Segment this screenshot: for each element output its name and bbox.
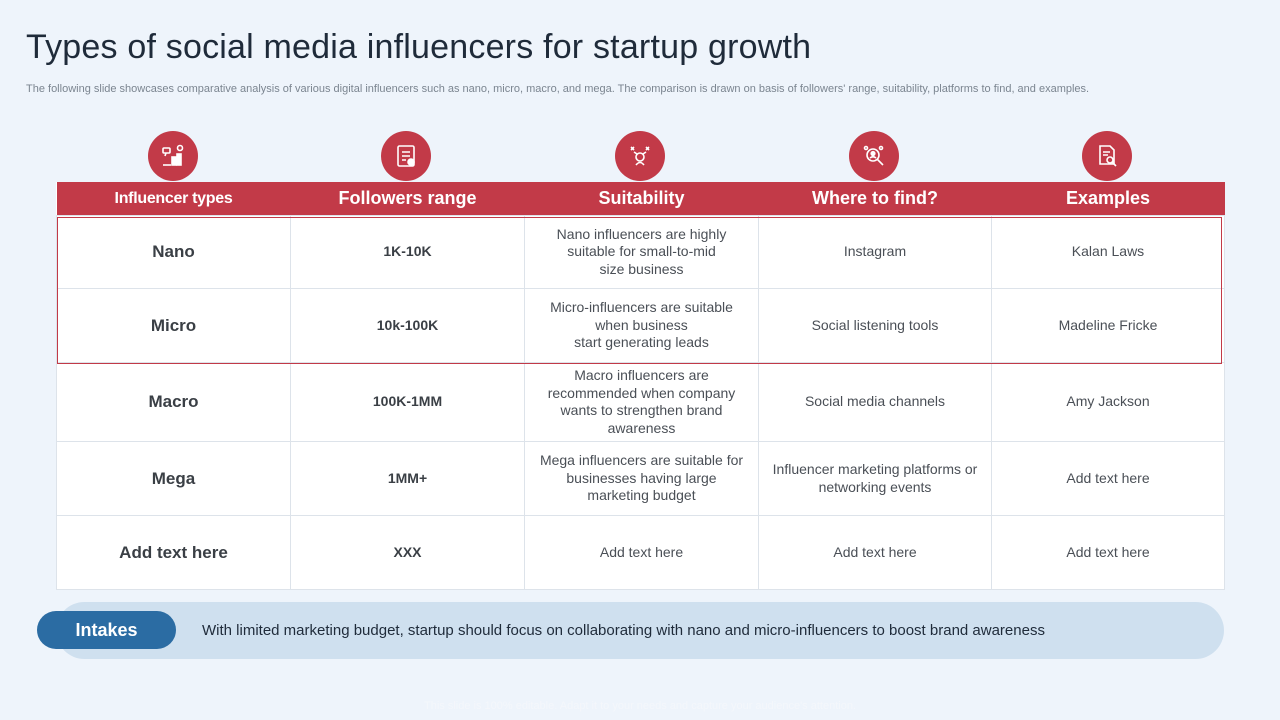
followers-icon xyxy=(381,131,432,181)
intakes-label: Intakes xyxy=(37,611,176,649)
influencer-icon xyxy=(147,131,198,181)
page-subtitle: The following slide showcases comparativ… xyxy=(26,83,1090,95)
column-header: Suitability xyxy=(524,182,759,216)
influencer-type-cell: Mega xyxy=(56,441,291,516)
cell-line: businesses having large xyxy=(566,469,717,486)
suitability-icon xyxy=(614,131,665,181)
suitability-cell: Mega influencers are suitable for busine… xyxy=(524,441,759,516)
table-row: Nano 1K-10K Nano influencers are highly … xyxy=(56,215,1225,289)
table-header-row: Influencer types Followers range Suitabi… xyxy=(56,182,1225,216)
cell-line: suitable for small-to-mid xyxy=(567,243,716,260)
icon-cell xyxy=(290,131,524,181)
cell-line: networking events xyxy=(818,478,932,495)
suitability-cell: Micro-influencers are suitable when busi… xyxy=(524,288,759,363)
cell-line: when business xyxy=(595,316,688,333)
column-header: Examples xyxy=(991,182,1225,216)
followers-range-cell: 100K-1MM xyxy=(290,362,525,442)
table-row: Mega 1MM+ Mega influencers are suitable … xyxy=(56,441,1225,516)
table-row: Micro 10k-100K Micro-influencers are sui… xyxy=(56,288,1225,363)
example-cell: Add text here xyxy=(991,515,1225,590)
icon-cell xyxy=(757,131,991,181)
where-to-find-cell: Social listening tools xyxy=(758,288,992,363)
influencer-comparison-table: Influencer types Followers range Suitabi… xyxy=(56,182,1225,590)
cell-line: wants to strengthen brand xyxy=(560,402,723,418)
search-people-icon xyxy=(848,131,899,181)
column-header: Where to find? xyxy=(758,182,992,216)
cell-line: Social listening tools xyxy=(811,316,939,333)
cell-line: Mega influencers are suitable for xyxy=(539,452,744,469)
intakes-band xyxy=(56,602,1224,659)
influencer-type-cell: Micro xyxy=(56,288,291,363)
intakes-text: With limited marketing budget, startup s… xyxy=(202,622,1045,639)
suitability-cell: Add text here xyxy=(524,515,759,590)
cell-line: Social media channels xyxy=(804,393,946,410)
header-icon-row xyxy=(56,131,1224,181)
icon-cell xyxy=(56,131,290,181)
followers-range-cell: XXX xyxy=(290,515,525,590)
influencer-type-cell: Nano xyxy=(56,215,291,289)
suitability-cell: Nano influencers are highly suitable for… xyxy=(524,215,759,289)
example-cell: Kalan Laws xyxy=(991,215,1225,289)
influencer-type-cell: Macro xyxy=(56,362,291,442)
example-cell: Madeline Fricke xyxy=(991,288,1225,363)
icon-cell xyxy=(990,131,1224,181)
followers-range-cell: 1MM+ xyxy=(290,441,525,516)
example-cell: Amy Jackson xyxy=(991,362,1225,442)
where-to-find-cell: Social media channels xyxy=(758,362,992,442)
column-header: Followers range xyxy=(290,182,525,216)
where-to-find-cell: Influencer marketing platforms or networ… xyxy=(758,441,992,516)
page-title: Types of social media influencers for st… xyxy=(26,28,812,66)
icon-cell xyxy=(523,131,757,181)
where-to-find-cell: Instagram xyxy=(758,215,992,289)
cell-line: Instagram xyxy=(843,243,907,260)
table-row: Add text here XXX Add text here Add text… xyxy=(56,515,1225,590)
cell-line: Nano influencers are highly xyxy=(556,225,727,242)
column-header: Influencer types xyxy=(56,182,291,216)
table-row: Macro 100K-1MM Macro influencers are rec… xyxy=(56,362,1225,442)
suitability-cell: Macro influencers are recommended when c… xyxy=(524,362,759,442)
cell-line: size business xyxy=(599,260,684,277)
influencer-type-cell: Add text here xyxy=(56,515,291,590)
cell-line: start generating leads xyxy=(574,334,709,351)
where-to-find-cell: Add text here xyxy=(758,515,992,590)
cell-line: recommended when company xyxy=(547,384,736,401)
cell-line: Add text here xyxy=(833,543,917,560)
cell-line: awareness xyxy=(607,419,676,436)
example-cell: Add text here xyxy=(991,441,1225,516)
followers-range-cell: 1K-10K xyxy=(290,215,525,289)
followers-range-cell: 10k-100K xyxy=(290,288,525,363)
document-search-icon xyxy=(1082,131,1133,181)
cell-line: Macro influencers are xyxy=(574,367,709,383)
cell-line: marketing budget xyxy=(587,487,696,504)
cell-line: Add text here xyxy=(599,543,684,560)
cell-line: Influencer marketing platforms or xyxy=(772,461,978,477)
footer-note: This slide is 100% editable. Adapt it to… xyxy=(424,700,856,712)
cell-line: Micro-influencers are suitable xyxy=(550,299,733,316)
